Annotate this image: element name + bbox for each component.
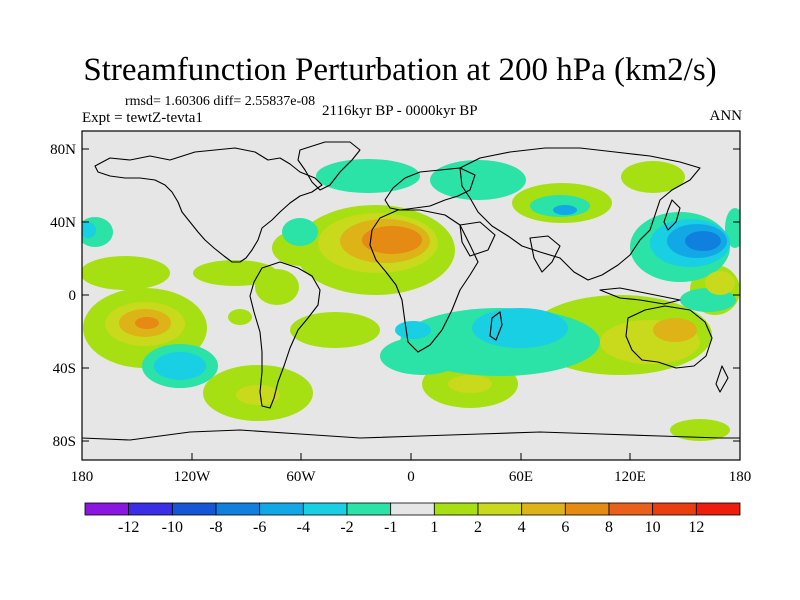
colorbar-label: 8 xyxy=(605,519,613,536)
positive-level-4-regions xyxy=(135,226,422,329)
lon-label-120e: 120E xyxy=(614,469,646,485)
lon-label-0: 0 xyxy=(407,469,415,485)
colorbar-swatch xyxy=(390,502,435,516)
colorbar-label: -1 xyxy=(384,519,397,536)
lon-ticks xyxy=(191,453,631,460)
colorbar-swatch xyxy=(564,502,610,516)
colorbar-swatch xyxy=(695,502,741,516)
period-label: 2116kyr BP - 0000kyr BP xyxy=(322,103,478,119)
rmsd-stats: rmsd= 1.60306 diff= 2.55837e-08 xyxy=(125,94,316,109)
lon-labels: 180 120W 60W 0 60E 120E 180 xyxy=(71,469,752,485)
colorbar-swatch xyxy=(171,502,217,516)
colorbar-label: -10 xyxy=(162,519,183,536)
colorbar-label: -8 xyxy=(209,519,222,536)
colorbar-label: 1 xyxy=(430,519,438,536)
colorbar-swatch xyxy=(128,502,173,516)
lon-label-60e: 60E xyxy=(509,469,533,485)
lon-label-180w: 180 xyxy=(71,469,94,485)
lon-label-120w: 120W xyxy=(174,469,212,485)
colorbar-swatch xyxy=(215,502,261,516)
colorbar-label: 4 xyxy=(518,519,526,536)
colorbar-swatch xyxy=(652,502,697,516)
coastlines xyxy=(82,141,740,441)
colorbar-swatch xyxy=(608,502,654,516)
colorbar-label: -4 xyxy=(297,519,310,536)
colorbar-label: 10 xyxy=(645,519,661,536)
colorbar-label: 2 xyxy=(474,519,482,536)
colorbar-labels: -12 -10 -8 -6 -4 -2 -1 1 2 4 6 8 10 12 xyxy=(118,519,704,536)
colorbar xyxy=(84,502,741,516)
lat-labels: 80N 40N 0 40S 80S xyxy=(50,142,76,450)
lat-label-40s: 40S xyxy=(53,361,76,377)
plot-title: Streamfunction Perturbation at 200 hPa (… xyxy=(83,52,717,88)
season-label: ANN xyxy=(709,108,743,124)
lon-label-60w: 60W xyxy=(286,469,316,485)
colorbar-swatch xyxy=(521,502,566,516)
negative-level-4-core xyxy=(685,231,721,251)
colorbar-label: -6 xyxy=(253,519,266,536)
colorbar-swatch xyxy=(259,502,304,516)
colorbar-swatch xyxy=(433,502,479,516)
colorbar-swatch xyxy=(84,502,130,516)
lat-label-eq: 0 xyxy=(69,288,77,304)
lat-ticks xyxy=(82,148,740,442)
colorbar-swatch xyxy=(302,502,348,516)
lat-label-80s: 80S xyxy=(53,434,76,450)
lon-label-180e: 180 xyxy=(729,469,752,485)
colorbar-label: -12 xyxy=(118,519,139,536)
colorbar-swatch xyxy=(346,502,392,516)
contour-field xyxy=(82,131,740,460)
experiment-label: Expt = tewtZ-tevta1 xyxy=(82,110,203,126)
lat-label-80n: 80N xyxy=(50,142,76,158)
lat-label-40n: 40N xyxy=(50,215,76,231)
colorbar-label: -2 xyxy=(340,519,353,536)
colorbar-swatch xyxy=(477,502,523,516)
colorbar-label: 12 xyxy=(688,519,704,536)
colorbar-label: 6 xyxy=(561,519,569,536)
